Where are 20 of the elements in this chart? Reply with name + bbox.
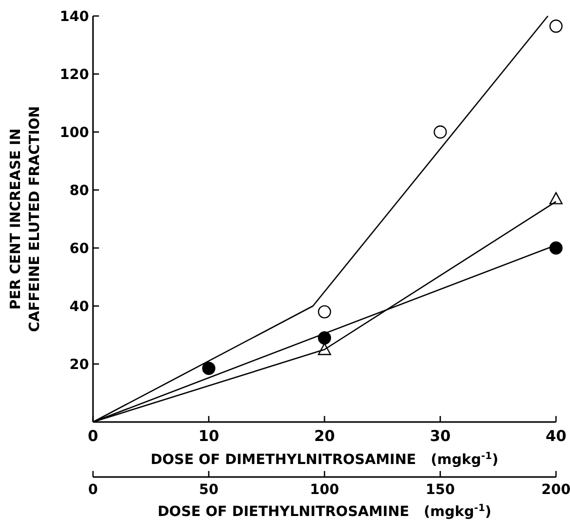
x2-tick-label: 50 <box>199 482 219 498</box>
x-tick-label: 20 <box>314 427 335 445</box>
y-tick-label: 20 <box>70 357 90 373</box>
x-tick-label: 0 <box>88 427 98 445</box>
y-tick-label: 120 <box>60 67 90 83</box>
x-tick-label: 30 <box>430 427 451 445</box>
x2-tick-label: 100 <box>310 482 340 498</box>
y-tick-label: 140 <box>60 9 90 25</box>
x-axis-title: DOSE OF DIMETHYLNITROSAMINE (mgkg$^{-1}$) <box>150 450 498 468</box>
y-tick-label: 100 <box>60 125 90 141</box>
x2-tick-label: 0 <box>88 482 98 498</box>
y-tick-label: 40 <box>70 299 90 315</box>
x-tick-label: 40 <box>546 427 566 445</box>
x2-tick-label: 200 <box>541 482 570 498</box>
x2-axis-title: DOSE OF DIETHYLNITROSAMINE (mgkg$^{-1}$) <box>158 502 492 520</box>
x2-tick-label: 150 <box>426 482 456 498</box>
x-tick-label: 10 <box>198 427 220 445</box>
y-axis-title: PER CENT INCREASE IN CAFFEINE ELUTED FRACTION <box>8 106 43 332</box>
y-tick-label: 60 <box>70 241 90 257</box>
y-tick-label: 80 <box>70 183 90 199</box>
